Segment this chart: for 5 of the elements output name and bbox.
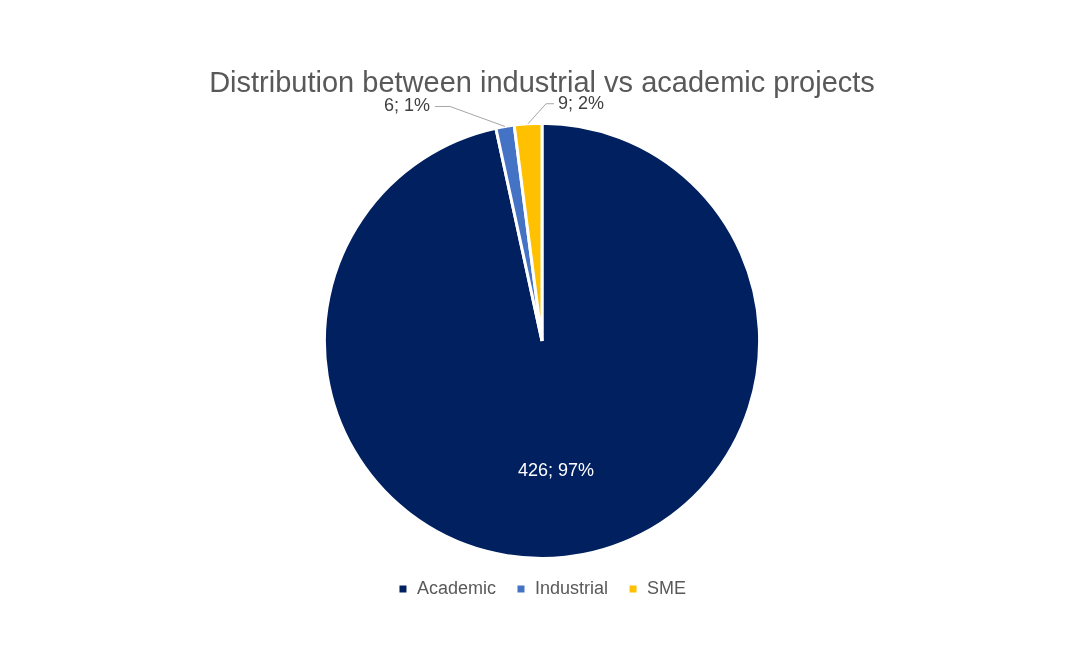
legend-label: SME: [647, 577, 687, 598]
legend-label: Academic: [416, 577, 496, 598]
legend-label: Industrial: [534, 577, 609, 598]
data-label: 426; 97%: [517, 459, 594, 480]
data-label: 6; 1%: [383, 95, 430, 116]
